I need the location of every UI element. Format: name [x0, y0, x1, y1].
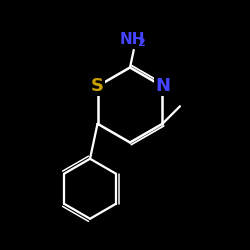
Text: 2: 2 [138, 38, 145, 48]
Text: N: N [155, 77, 170, 95]
Text: NH: NH [120, 32, 145, 47]
Text: S: S [91, 77, 104, 95]
